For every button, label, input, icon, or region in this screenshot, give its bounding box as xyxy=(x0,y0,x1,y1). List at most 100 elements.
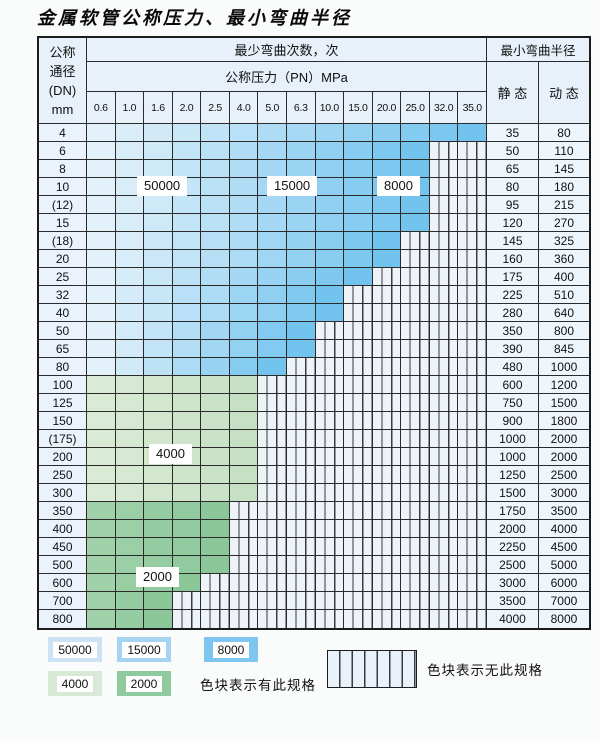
spec-cell xyxy=(286,250,316,268)
spec-cell xyxy=(144,484,173,502)
spec-cell xyxy=(144,502,173,520)
no-spec-cell xyxy=(286,394,316,412)
spec-cell xyxy=(144,412,173,430)
no-spec-cell xyxy=(401,376,430,394)
no-spec-cell xyxy=(458,610,487,628)
no-spec-cell xyxy=(458,160,487,178)
no-spec-cell xyxy=(344,322,373,340)
dynamic-radius-value: 4000 xyxy=(538,520,589,538)
spec-cell xyxy=(87,340,116,358)
no-spec-cell xyxy=(372,322,402,340)
no-spec-cell xyxy=(315,376,345,394)
no-spec-swatch xyxy=(327,650,417,688)
spec-cell xyxy=(229,232,259,250)
no-spec-cell xyxy=(229,520,259,538)
spec-cell xyxy=(172,124,202,142)
spec-cell xyxy=(115,142,145,160)
no-spec-cell xyxy=(286,484,316,502)
spec-cell xyxy=(172,556,202,574)
spec-cell xyxy=(344,268,373,286)
static-radius-value: 225 xyxy=(486,286,539,304)
dynamic-radius-value: 110 xyxy=(538,142,589,160)
dynamic-radius-value: 6000 xyxy=(538,574,589,592)
no-spec-cell xyxy=(429,178,459,196)
no-spec-cell xyxy=(258,610,287,628)
no-spec-cell xyxy=(344,538,373,556)
spec-cell xyxy=(144,214,173,232)
no-spec-cell xyxy=(201,610,230,628)
legend-swatch: 50000 xyxy=(48,637,102,662)
no-spec-cell xyxy=(429,538,459,556)
no-spec-cell xyxy=(429,448,459,466)
spec-cell xyxy=(344,214,373,232)
dynamic-radius-value: 180 xyxy=(538,178,589,196)
no-spec-label: 色块表示无此规格 xyxy=(427,663,543,678)
spec-cell xyxy=(87,376,116,394)
spec-cell xyxy=(201,124,230,142)
spec-cell xyxy=(87,394,116,412)
spec-cell xyxy=(201,232,230,250)
spec-cell xyxy=(315,232,345,250)
spec-cell xyxy=(144,520,173,538)
static-radius-value: 2500 xyxy=(486,556,539,574)
dynamic-radius-value: 8000 xyxy=(538,610,589,628)
spec-cell xyxy=(258,340,287,358)
dynamic-radius-value: 2500 xyxy=(538,466,589,484)
dn-label: 25 xyxy=(39,268,87,286)
pressure-col-header: 32.0 xyxy=(429,92,459,124)
spec-cell xyxy=(172,376,202,394)
pressure-col-header: 20.0 xyxy=(372,92,402,124)
no-spec-cell xyxy=(201,574,230,592)
no-spec-cell xyxy=(258,574,287,592)
no-spec-cell xyxy=(458,286,487,304)
spec-cell xyxy=(229,268,259,286)
spec-cell xyxy=(429,124,459,142)
spec-cell xyxy=(87,412,116,430)
pressure-col-header: 1.0 xyxy=(115,92,145,124)
no-spec-cell xyxy=(401,304,430,322)
no-spec-cell xyxy=(286,538,316,556)
spec-cell xyxy=(286,232,316,250)
no-spec-cell xyxy=(344,358,373,376)
no-spec-cell xyxy=(315,592,345,610)
spec-cell xyxy=(201,196,230,214)
spec-cell xyxy=(258,358,287,376)
no-spec-cell xyxy=(458,196,487,214)
spec-cell xyxy=(87,448,116,466)
zone-count-label: 8000 xyxy=(377,176,420,196)
has-spec-label: 色块表示有此规格 xyxy=(200,677,316,693)
no-spec-cell xyxy=(401,574,430,592)
spec-cell xyxy=(115,250,145,268)
dn-label: 250 xyxy=(39,466,87,484)
dn-label: (12) xyxy=(39,196,87,214)
dn-label: 20 xyxy=(39,250,87,268)
no-spec-cell xyxy=(372,448,402,466)
spec-cell xyxy=(115,268,145,286)
spec-cell xyxy=(87,142,116,160)
spec-cell xyxy=(372,232,402,250)
no-spec-cell xyxy=(429,358,459,376)
no-spec-cell xyxy=(172,592,202,610)
spec-cell xyxy=(401,124,430,142)
spec-cell xyxy=(172,232,202,250)
no-spec-cell xyxy=(401,286,430,304)
no-spec-cell xyxy=(401,556,430,574)
no-spec-cell xyxy=(429,196,459,214)
spec-cell xyxy=(87,196,116,214)
dn-label: 500 xyxy=(39,556,87,574)
spec-cell xyxy=(144,376,173,394)
pressure-col-header: 25.0 xyxy=(401,92,430,124)
no-spec-cell xyxy=(286,574,316,592)
spec-cell xyxy=(115,520,145,538)
spec-cell xyxy=(258,214,287,232)
no-spec-cell xyxy=(315,448,345,466)
spec-cell xyxy=(344,160,373,178)
dynamic-radius-value: 3000 xyxy=(538,484,589,502)
spec-cell xyxy=(201,394,230,412)
no-spec-cell xyxy=(429,232,459,250)
static-radius-value: 280 xyxy=(486,304,539,322)
no-spec-cell xyxy=(286,448,316,466)
dynamic-radius-value: 7000 xyxy=(538,592,589,610)
spec-cell xyxy=(172,394,202,412)
spec-cell xyxy=(372,124,402,142)
